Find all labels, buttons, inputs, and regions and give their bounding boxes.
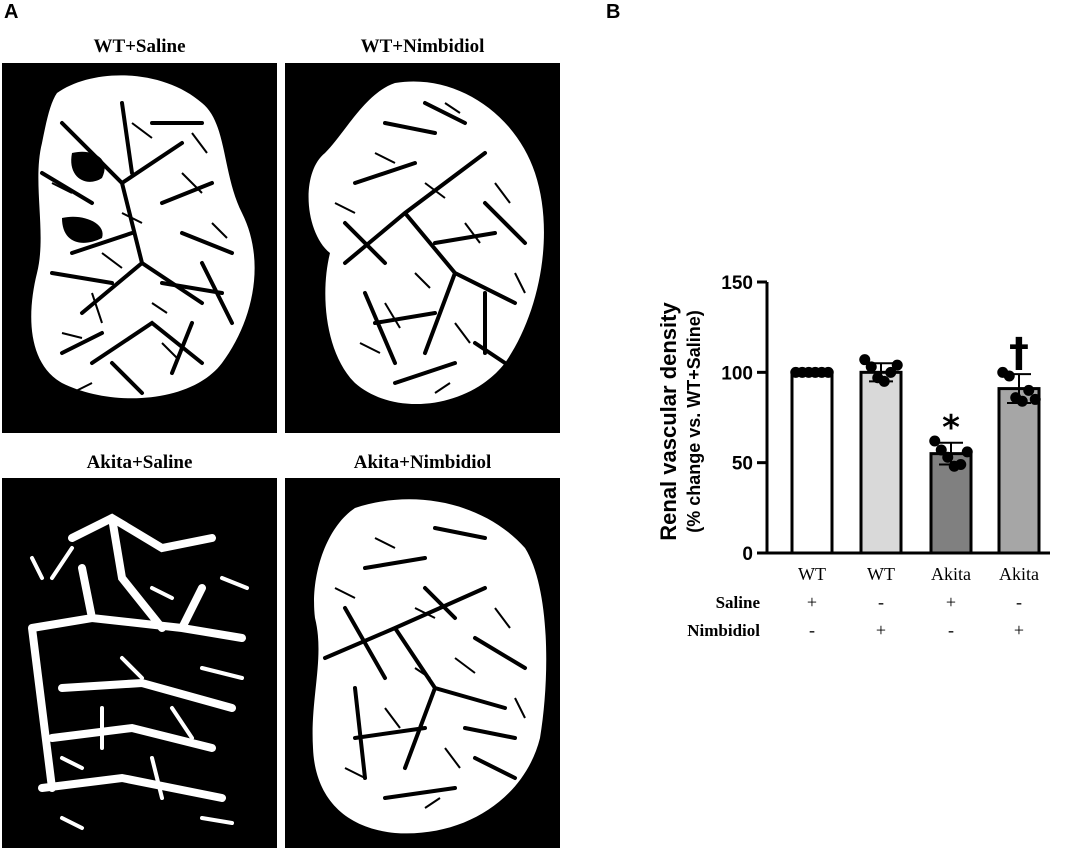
treatment-row-label: Saline xyxy=(716,593,761,612)
treatment-mark: + xyxy=(1014,620,1024,640)
data-point xyxy=(1016,395,1028,407)
data-point xyxy=(885,366,897,378)
data-point xyxy=(929,435,941,447)
y-axis-subtitle: (% change vs. WT+Saline) xyxy=(684,310,704,533)
data-point xyxy=(891,359,903,371)
data-point xyxy=(955,458,967,470)
bar xyxy=(997,387,1041,555)
data-point xyxy=(942,451,954,463)
x-category-label: WT xyxy=(798,564,826,584)
x-category-label: Akita xyxy=(999,564,1039,584)
treatment-mark: - xyxy=(1016,592,1022,612)
y-tick-label: 50 xyxy=(732,454,753,475)
vascular-image-wt-saline xyxy=(2,63,277,433)
image-title-akita-saline: Akita+Saline xyxy=(86,452,193,473)
significance-marker: † xyxy=(1009,330,1029,376)
bar xyxy=(859,370,903,555)
data-point xyxy=(878,375,890,387)
image-title-akita-nimbidiol: Akita+Nimbidiol xyxy=(353,452,492,473)
x-category-label: WT xyxy=(867,564,895,584)
y-axis-title: Renal vascular density xyxy=(656,302,681,541)
data-point xyxy=(961,446,973,458)
data-point xyxy=(859,354,871,366)
data-point xyxy=(1003,370,1015,382)
x-category-label: Akita xyxy=(931,564,971,584)
treatment-mark: + xyxy=(946,592,956,612)
vascular-image-akita-saline xyxy=(2,478,277,848)
data-point xyxy=(1023,384,1035,396)
panel-label-b: B xyxy=(606,1,621,23)
y-tick-label: 100 xyxy=(721,363,753,384)
data-point xyxy=(935,444,947,456)
data-point xyxy=(1029,393,1041,405)
vascular-image-wt-nimbidiol xyxy=(285,63,560,433)
image-title-wt-nimbidiol: WT+Nimbidiol xyxy=(360,36,485,57)
data-point xyxy=(822,366,834,378)
bar-chart: 0 50 100 150 Renal vascular density (% change… xyxy=(656,273,1050,640)
treatment-mark: - xyxy=(948,620,954,640)
treatment-row-label: Nimbidiol xyxy=(687,621,760,640)
image-title-wt-saline: WT+Saline xyxy=(93,36,186,57)
treatment-mark: + xyxy=(876,620,886,640)
vascular-image-akita-nimbidiol xyxy=(285,478,560,848)
data-point xyxy=(865,361,877,373)
treatment-mark: - xyxy=(809,620,815,640)
treatment-mark: - xyxy=(878,592,884,612)
y-tick-label: 0 xyxy=(742,544,753,565)
panel-label-a: A xyxy=(4,1,19,23)
y-tick-label: 150 xyxy=(721,273,753,294)
bar xyxy=(790,370,834,555)
treatment-mark: + xyxy=(807,592,817,612)
significance-marker: * xyxy=(942,408,960,448)
